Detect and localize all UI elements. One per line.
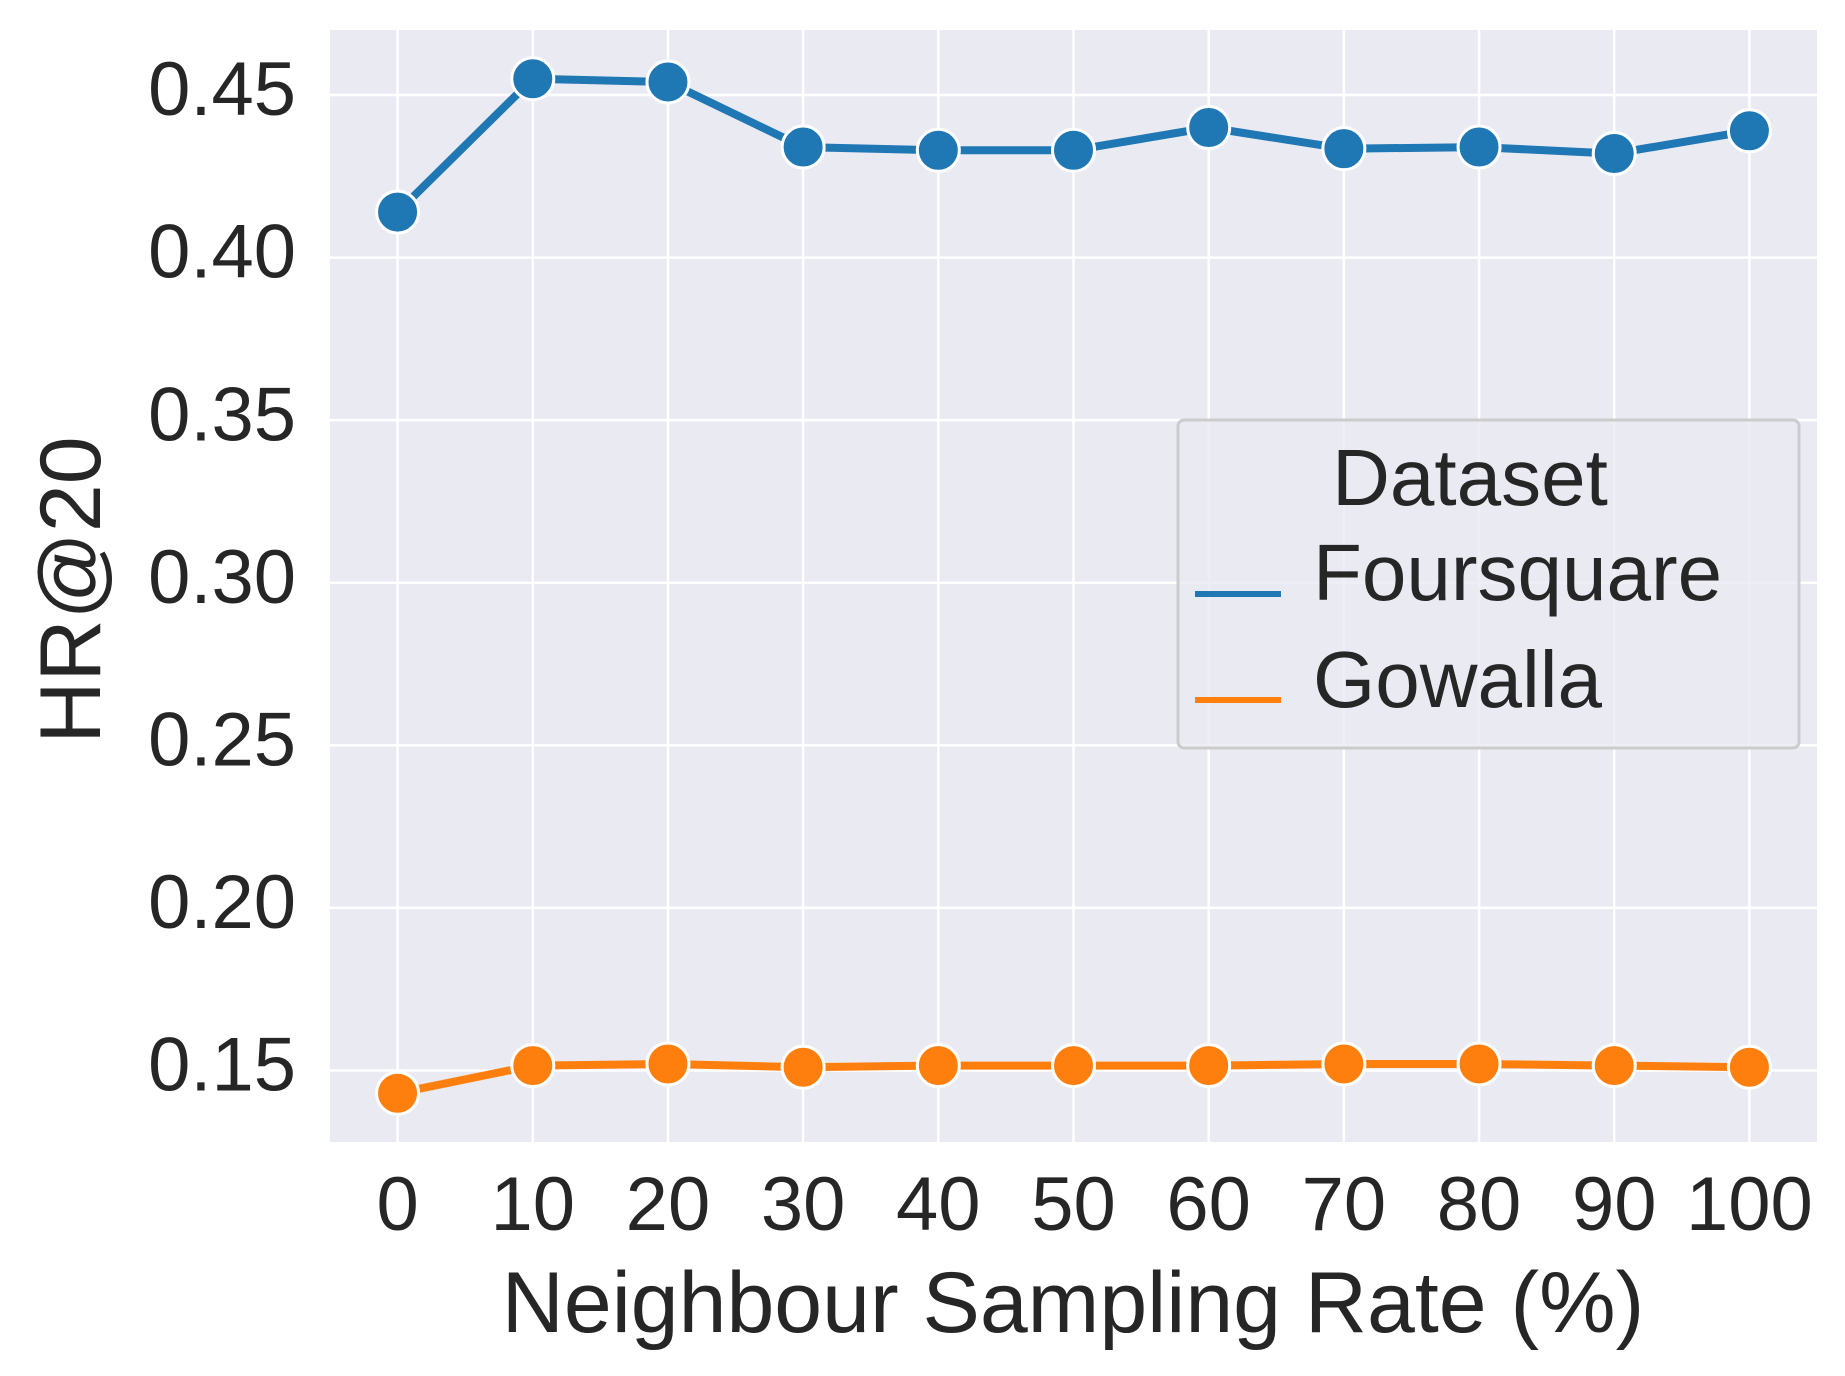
x-tick-label: 30 <box>761 1162 846 1247</box>
data-point-foursquare <box>1456 124 1502 170</box>
data-point-gowalla <box>1456 1041 1502 1087</box>
x-tick-label: 80 <box>1437 1162 1522 1247</box>
x-tick-label: 100 <box>1686 1162 1813 1247</box>
legend-label-foursquare: Foursquare <box>1313 528 1722 617</box>
data-point-gowalla <box>375 1070 421 1116</box>
data-point-gowalla <box>1321 1041 1367 1087</box>
series-foursquare <box>375 56 1772 235</box>
data-point-foursquare <box>1726 108 1772 154</box>
data-point-foursquare <box>375 189 421 235</box>
data-point-foursquare <box>1591 131 1637 177</box>
y-tick-labels: 0.15 0.20 0.25 0.30 0.35 0.40 0.45 <box>148 47 296 1107</box>
data-point-foursquare <box>510 56 556 102</box>
y-tick-label: 0.20 <box>148 860 296 945</box>
legend: Dataset Foursquare Gowalla <box>1176 418 1801 750</box>
x-tick-label: 40 <box>896 1162 981 1247</box>
x-tick-label: 20 <box>626 1162 711 1247</box>
legend-title: Dataset <box>1332 433 1608 522</box>
data-point-foursquare <box>780 124 826 170</box>
data-point-gowalla <box>1726 1044 1772 1090</box>
y-tick-label: 0.45 <box>148 47 296 132</box>
x-axis-label: Neighbour Sampling Rate (%) <box>502 1255 1644 1351</box>
y-tick-label: 0.25 <box>148 697 296 782</box>
data-point-foursquare <box>1186 105 1232 151</box>
legend-label-gowalla: Gowalla <box>1313 635 1603 724</box>
series-group <box>375 56 1772 1116</box>
data-point-gowalla <box>1186 1043 1232 1089</box>
y-tick-label: 0.40 <box>148 210 296 295</box>
data-point-foursquare <box>645 59 691 105</box>
x-tick-label: 90 <box>1572 1162 1657 1247</box>
data-point-gowalla <box>1591 1043 1637 1089</box>
data-point-foursquare <box>1321 126 1367 172</box>
y-axis-label: HR@20 <box>23 436 119 743</box>
legend-box <box>1176 418 1801 750</box>
x-tick-label: 60 <box>1166 1162 1251 1247</box>
x-tick-labels: 0 10 20 30 40 50 60 70 80 90 100 <box>376 1162 1812 1247</box>
x-tick-label: 50 <box>1031 1162 1116 1247</box>
x-tick-label: 70 <box>1302 1162 1387 1247</box>
y-tick-label: 0.30 <box>148 535 296 620</box>
data-point-foursquare <box>1051 127 1096 173</box>
y-tick-label: 0.35 <box>148 372 296 457</box>
data-point-gowalla <box>645 1041 691 1087</box>
data-point-gowalla <box>915 1043 961 1089</box>
y-tick-label: 0.15 <box>148 1023 296 1108</box>
data-point-gowalla <box>510 1043 556 1089</box>
series-gowalla <box>375 1041 1772 1116</box>
data-point-gowalla <box>780 1044 826 1090</box>
x-tick-label: 0 <box>376 1162 418 1247</box>
x-tick-label: 10 <box>490 1162 575 1247</box>
data-point-gowalla <box>1051 1043 1096 1089</box>
data-point-foursquare <box>915 127 961 173</box>
